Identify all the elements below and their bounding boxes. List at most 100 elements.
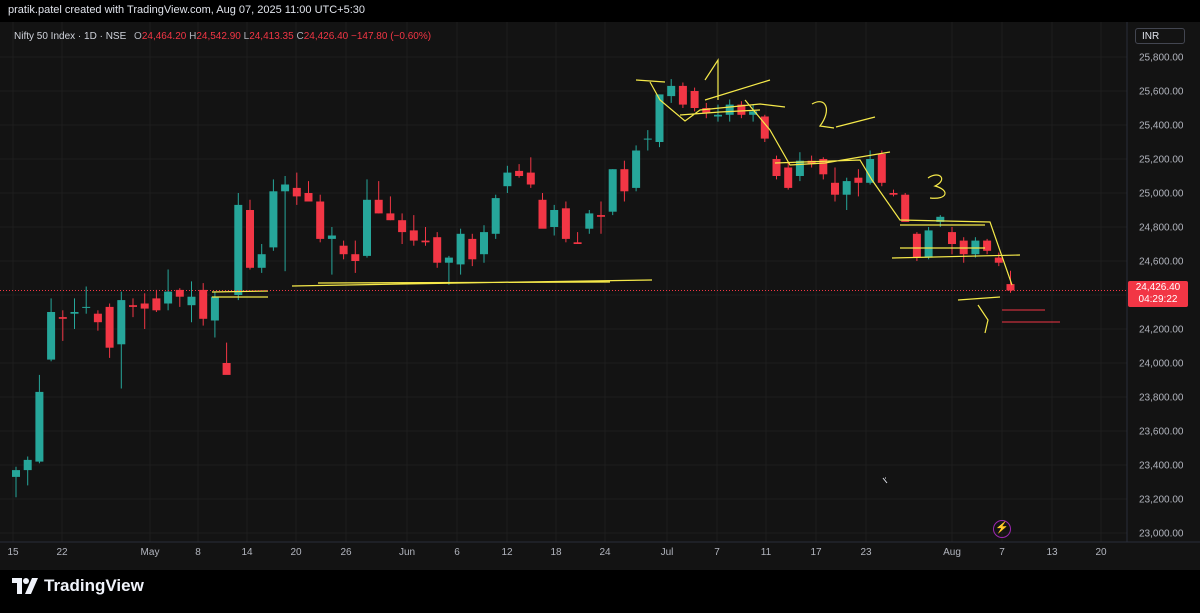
candle-body <box>129 305 137 307</box>
candle[interactable] <box>47 298 56 362</box>
candle[interactable] <box>842 177 851 210</box>
candle[interactable] <box>994 252 1003 267</box>
candle[interactable] <box>421 227 430 246</box>
candle-body <box>983 240 992 251</box>
currency-button[interactable]: INR <box>1135 28 1185 44</box>
candle[interactable] <box>93 310 102 331</box>
candle[interactable] <box>655 94 664 148</box>
candle[interactable] <box>316 194 325 243</box>
candle[interactable] <box>70 298 79 329</box>
candle[interactable] <box>187 281 196 323</box>
candle[interactable] <box>725 99 734 122</box>
candle-body <box>421 240 430 243</box>
candle[interactable] <box>339 240 348 260</box>
candlestick-chart[interactable]: 23,000.00 23,200.00 23,400.00 23,600.00 23,8… <box>0 0 1200 570</box>
candle[interactable] <box>257 244 266 273</box>
candle[interactable] <box>749 104 758 122</box>
candle[interactable] <box>912 232 921 261</box>
candle[interactable] <box>152 289 161 312</box>
candle-body <box>281 184 290 192</box>
candle[interactable] <box>526 157 535 188</box>
candle[interactable] <box>573 232 582 244</box>
candle[interactable] <box>351 240 360 273</box>
candle[interactable] <box>503 165 512 193</box>
candle[interactable] <box>23 456 32 486</box>
candle[interactable] <box>948 227 956 255</box>
candle[interactable] <box>292 172 301 205</box>
candle[interactable] <box>468 233 477 267</box>
candle[interactable] <box>772 155 781 180</box>
candle[interactable] <box>877 150 886 187</box>
candle[interactable] <box>140 293 149 329</box>
candle[interactable] <box>58 310 67 341</box>
candle-body <box>351 254 360 261</box>
candle[interactable] <box>678 82 687 109</box>
candle[interactable] <box>117 291 126 389</box>
candle[interactable] <box>327 227 336 275</box>
candle[interactable] <box>714 104 722 122</box>
candle-body <box>936 216 945 222</box>
candle[interactable] <box>234 193 243 301</box>
candle[interactable] <box>105 303 114 358</box>
footer <box>0 570 1200 613</box>
candle[interactable] <box>620 160 629 202</box>
candle[interactable] <box>795 152 804 182</box>
candle[interactable] <box>164 269 173 311</box>
candle[interactable] <box>12 466 20 498</box>
candle[interactable] <box>608 169 617 216</box>
candle[interactable] <box>222 342 231 375</box>
candle[interactable] <box>433 232 442 268</box>
candle[interactable] <box>959 237 968 263</box>
candle[interactable] <box>538 193 547 229</box>
candle[interactable] <box>409 215 418 246</box>
candle[interactable] <box>281 176 290 272</box>
candle[interactable] <box>491 194 500 239</box>
candle[interactable] <box>304 181 313 202</box>
candle[interactable] <box>632 145 641 192</box>
candle[interactable] <box>363 179 371 258</box>
time-tick-label: 11 <box>761 547 772 558</box>
candle[interactable] <box>129 298 137 318</box>
time-axis: 15 22 May 8 14 20 26 Jun 6 12 18 24 Jul 7 11 17 23 Aug 7 13… <box>7 547 1107 558</box>
candle[interactable] <box>246 199 254 270</box>
candle[interactable] <box>374 181 383 214</box>
candle[interactable] <box>702 102 711 119</box>
candle[interactable] <box>854 169 863 197</box>
candle[interactable] <box>760 114 769 142</box>
candle[interactable] <box>643 130 652 151</box>
candle[interactable] <box>901 193 910 222</box>
candle[interactable] <box>515 164 524 178</box>
candle[interactable] <box>889 189 898 197</box>
candle[interactable] <box>866 150 875 185</box>
candle[interactable] <box>585 210 594 234</box>
candle[interactable] <box>175 288 184 307</box>
candle[interactable] <box>983 238 992 255</box>
candle[interactable] <box>690 87 699 112</box>
symbol-name[interactable]: Nifty 50 Index · 1D · NSE <box>14 31 127 42</box>
candle[interactable] <box>784 162 793 190</box>
flash-icon[interactable]: ⚡ <box>993 520 1011 538</box>
candle[interactable] <box>831 167 839 202</box>
candle[interactable] <box>444 255 453 285</box>
candle[interactable] <box>35 374 44 464</box>
candle-body <box>152 298 161 311</box>
candle[interactable] <box>199 283 208 326</box>
price-tick-label: 24,800.00 <box>1139 223 1184 234</box>
candle[interactable] <box>398 213 407 244</box>
candle[interactable] <box>597 201 605 234</box>
candle[interactable] <box>924 227 933 260</box>
candle[interactable] <box>456 228 465 275</box>
candle[interactable] <box>737 101 746 119</box>
candle[interactable] <box>561 201 570 243</box>
candle[interactable] <box>269 179 278 251</box>
tradingview-logo[interactable]: TradingView <box>12 576 144 596</box>
candle[interactable] <box>550 204 559 236</box>
candle-body <box>444 257 453 263</box>
candle[interactable] <box>210 291 219 338</box>
tradingview-logo-text: TradingView <box>44 576 144 595</box>
candle[interactable] <box>667 79 676 103</box>
candle-body <box>585 213 594 229</box>
candle[interactable] <box>480 225 488 263</box>
candle[interactable] <box>386 196 395 221</box>
candle[interactable] <box>82 286 91 314</box>
